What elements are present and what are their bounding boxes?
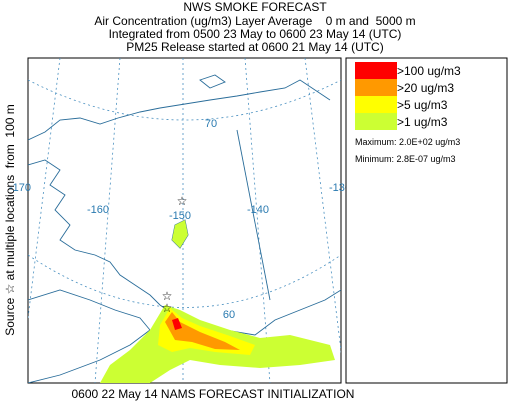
legend-swatch	[355, 113, 397, 130]
legend-swatch	[355, 79, 397, 96]
legend-label: >20 ug/m3	[397, 81, 454, 95]
source-marker: ☆	[177, 194, 188, 208]
legend-swatch	[355, 96, 397, 113]
lat-label: 70	[205, 118, 217, 130]
smoke-plume	[100, 220, 335, 383]
lon-label: -150	[169, 210, 191, 222]
lon-label: -170	[9, 182, 31, 194]
lat-label: 60	[223, 309, 235, 321]
legend-label: >100 ug/m3	[397, 64, 461, 78]
footer: 0600 22 May 14 NAMS FORECAST INITIALIZAT…	[72, 387, 355, 401]
legend-label: >5 ug/m3	[397, 98, 448, 112]
side-label: Source ☆ at multiple locations from 100 …	[3, 104, 17, 336]
maximum: Maximum: 2.0E+02 ug/m3	[355, 137, 460, 147]
lon-label: -140	[247, 204, 269, 216]
minimum: Minimum: 2.8E-07 ug/m3	[355, 154, 456, 164]
legend-label: >1 ug/m3	[397, 115, 448, 129]
map: ☆ ☆ ☆ -170 -160 -150 -140 -130 70 60	[9, 57, 351, 384]
lon-label: -160	[87, 204, 109, 216]
subtitle: Integrated from 0500 23 May to 0600 23 M…	[109, 27, 402, 41]
legend-swatch	[355, 62, 397, 79]
source-marker: ☆	[162, 289, 173, 303]
legend: >100 ug/m3 >20 ug/m3 >5 ug/m3 >1 ug/m3 M…	[345, 57, 508, 384]
title: NWS SMOKE FORECAST	[183, 0, 327, 14]
subtitle: Air Concentration (ug/m3) Layer Average …	[94, 14, 415, 28]
source-marker: ☆	[162, 301, 173, 315]
subtitle: PM25 Release started at 0600 21 May 14 (…	[126, 40, 383, 54]
